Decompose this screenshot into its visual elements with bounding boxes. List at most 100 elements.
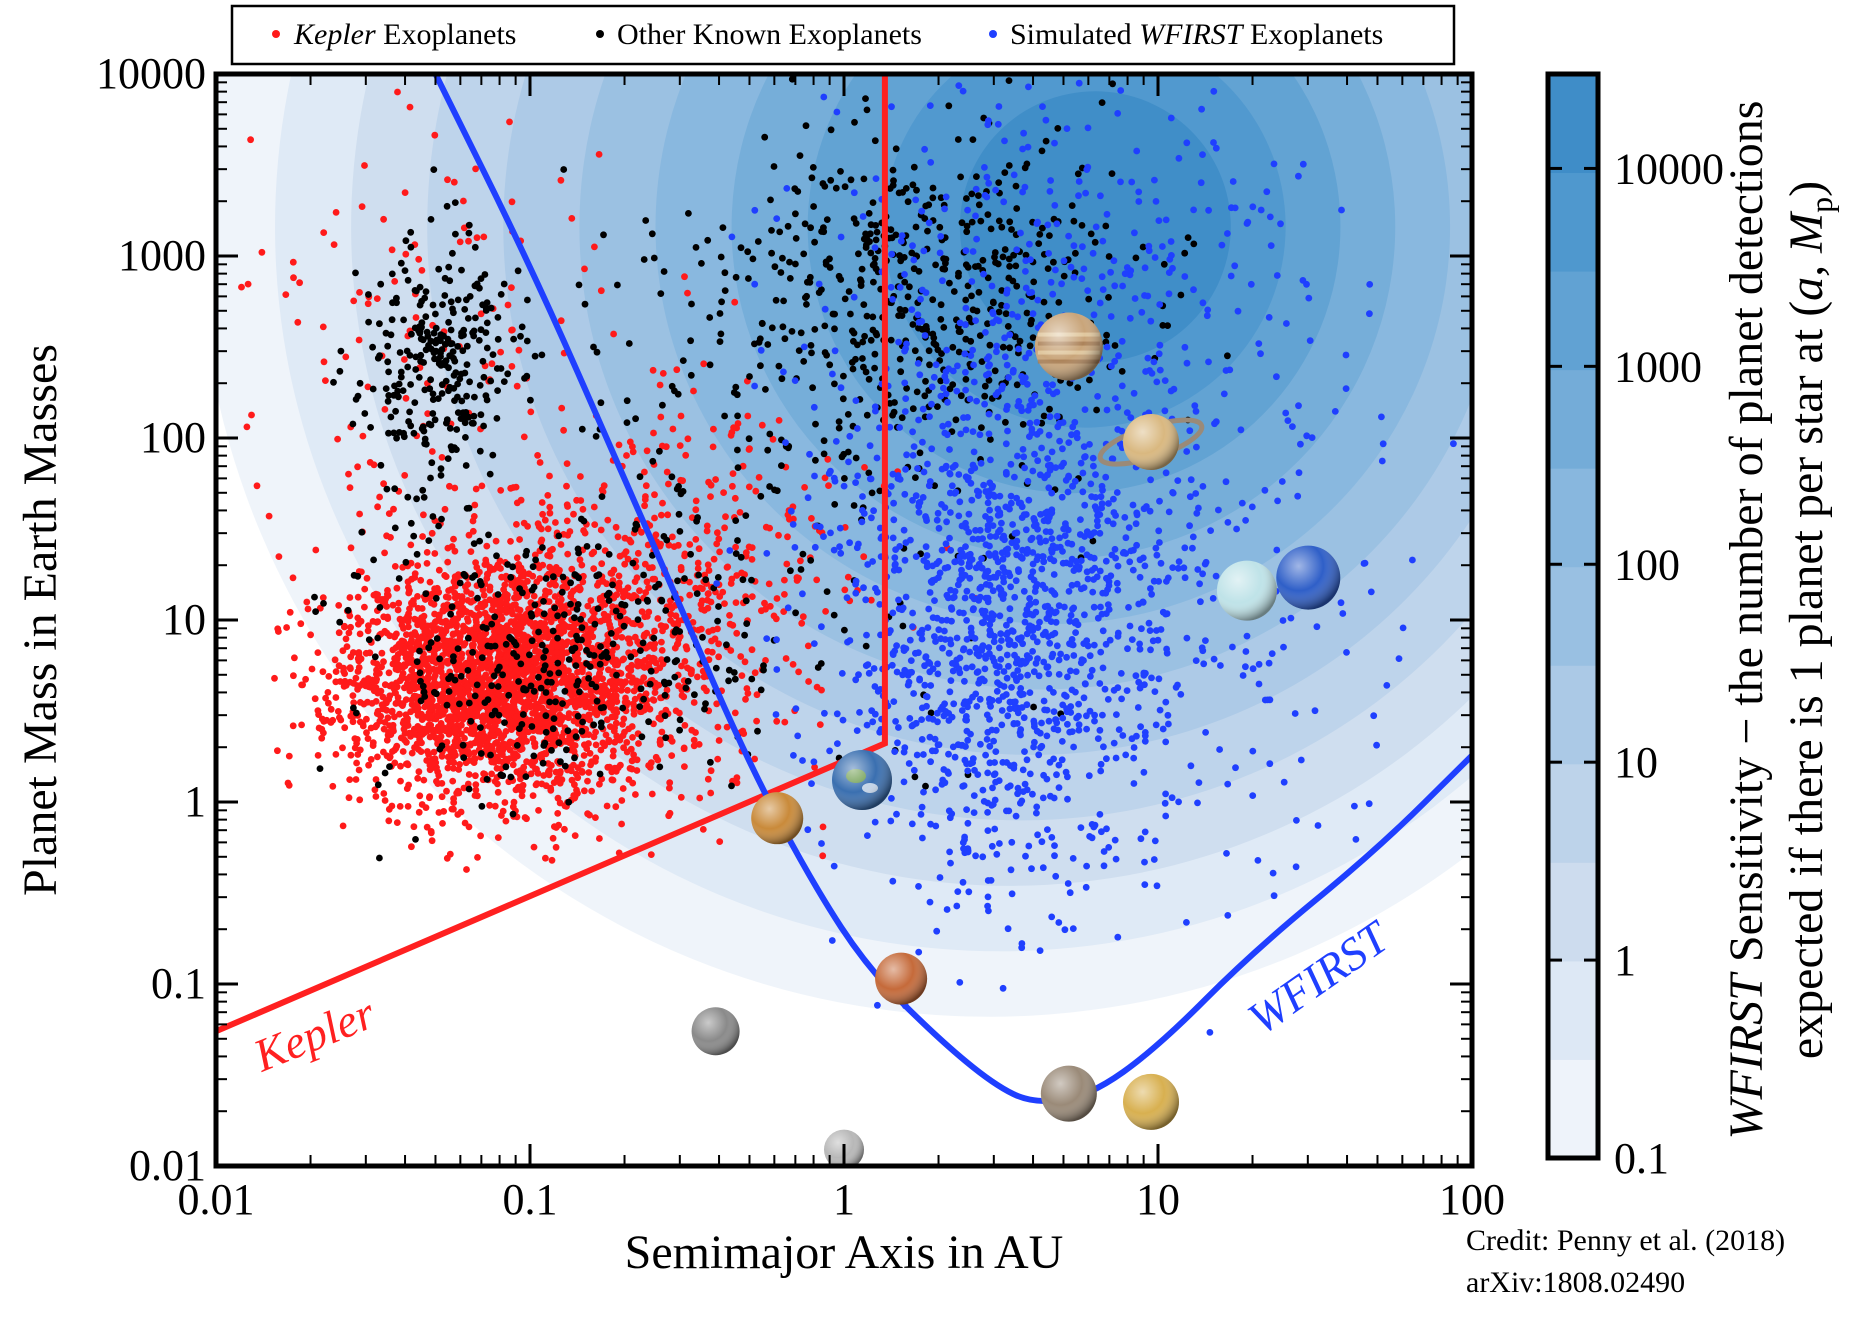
data-point bbox=[776, 228, 784, 236]
data-point bbox=[772, 296, 780, 304]
data-point bbox=[488, 620, 496, 628]
data-point bbox=[447, 622, 455, 629]
data-point bbox=[311, 695, 319, 703]
data-point bbox=[477, 411, 485, 419]
data-point bbox=[592, 754, 600, 762]
data-point bbox=[296, 279, 303, 287]
data-point bbox=[714, 723, 722, 731]
data-point bbox=[365, 291, 372, 298]
data-point bbox=[818, 686, 825, 694]
data-point bbox=[608, 701, 615, 709]
data-point bbox=[613, 671, 620, 679]
data-point bbox=[668, 473, 676, 481]
data-point bbox=[737, 244, 745, 252]
data-point bbox=[427, 474, 434, 482]
data-point bbox=[1022, 526, 1030, 534]
data-point bbox=[1102, 222, 1110, 230]
data-point bbox=[746, 445, 753, 452]
data-point bbox=[483, 319, 491, 327]
data-point bbox=[521, 374, 528, 382]
data-point bbox=[578, 425, 586, 433]
data-point bbox=[635, 740, 642, 747]
data-point bbox=[448, 603, 456, 611]
data-point bbox=[411, 399, 419, 406]
data-point bbox=[327, 705, 335, 713]
data-point bbox=[435, 772, 443, 779]
data-point bbox=[433, 336, 440, 344]
data-point bbox=[863, 411, 871, 419]
data-point bbox=[819, 823, 827, 831]
data-point bbox=[687, 371, 695, 379]
data-point bbox=[406, 587, 413, 594]
data-point bbox=[717, 253, 725, 261]
data-point bbox=[381, 681, 389, 689]
data-point bbox=[447, 610, 454, 618]
data-point bbox=[676, 716, 684, 724]
data-point bbox=[552, 519, 559, 526]
data-point bbox=[613, 732, 621, 740]
data-point bbox=[958, 219, 966, 227]
data-point bbox=[891, 748, 899, 755]
data-point bbox=[432, 667, 440, 674]
data-point bbox=[1139, 243, 1147, 251]
data-point bbox=[1002, 418, 1009, 426]
data-point bbox=[577, 473, 584, 480]
data-point bbox=[1190, 240, 1198, 248]
data-point bbox=[342, 353, 350, 361]
data-point bbox=[890, 177, 897, 185]
data-point bbox=[554, 659, 562, 667]
data-point bbox=[444, 558, 452, 566]
data-point bbox=[961, 594, 969, 602]
data-point bbox=[312, 546, 320, 554]
data-point bbox=[652, 659, 660, 667]
data-point bbox=[648, 230, 656, 238]
data-point bbox=[612, 523, 620, 531]
data-point bbox=[609, 581, 616, 589]
data-point bbox=[397, 259, 405, 267]
data-point bbox=[975, 288, 983, 296]
data-point bbox=[712, 664, 720, 672]
data-point bbox=[401, 730, 409, 737]
data-point bbox=[415, 374, 423, 381]
data-point bbox=[716, 548, 723, 556]
data-point bbox=[469, 711, 476, 719]
data-point bbox=[946, 279, 953, 287]
data-point bbox=[962, 296, 970, 304]
data-point bbox=[732, 517, 740, 524]
data-point bbox=[1186, 522, 1193, 530]
data-point bbox=[804, 642, 812, 650]
data-point bbox=[642, 217, 650, 224]
data-point bbox=[629, 443, 636, 451]
data-point bbox=[396, 710, 403, 718]
data-point bbox=[345, 794, 353, 802]
data-point bbox=[329, 716, 337, 724]
data-point bbox=[846, 432, 854, 440]
data-point bbox=[394, 88, 401, 96]
data-point bbox=[369, 742, 377, 749]
data-point bbox=[656, 738, 664, 746]
data-point bbox=[979, 256, 987, 264]
data-point bbox=[463, 660, 471, 668]
data-point bbox=[322, 694, 329, 702]
data-point bbox=[477, 632, 485, 640]
data-point bbox=[727, 580, 735, 587]
data-point bbox=[274, 625, 282, 633]
data-point bbox=[561, 762, 569, 770]
data-point bbox=[565, 656, 573, 663]
data-point bbox=[399, 663, 407, 671]
data-point bbox=[376, 854, 383, 862]
data-point bbox=[936, 223, 944, 231]
data-point bbox=[644, 597, 652, 605]
data-point bbox=[412, 631, 420, 639]
data-point bbox=[469, 648, 476, 656]
data-point bbox=[574, 677, 582, 685]
data-point bbox=[1113, 579, 1121, 587]
data-point bbox=[634, 616, 642, 623]
data-point bbox=[555, 669, 563, 677]
data-point bbox=[579, 505, 587, 513]
data-point bbox=[447, 713, 455, 720]
data-point bbox=[386, 763, 393, 770]
data-point bbox=[965, 888, 973, 896]
data-point bbox=[464, 618, 472, 625]
data-point bbox=[344, 606, 352, 614]
